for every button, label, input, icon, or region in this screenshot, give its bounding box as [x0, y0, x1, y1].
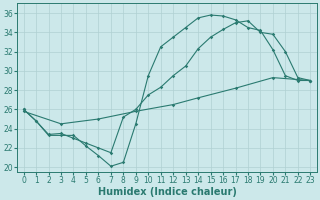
X-axis label: Humidex (Indice chaleur): Humidex (Indice chaleur) — [98, 187, 236, 197]
